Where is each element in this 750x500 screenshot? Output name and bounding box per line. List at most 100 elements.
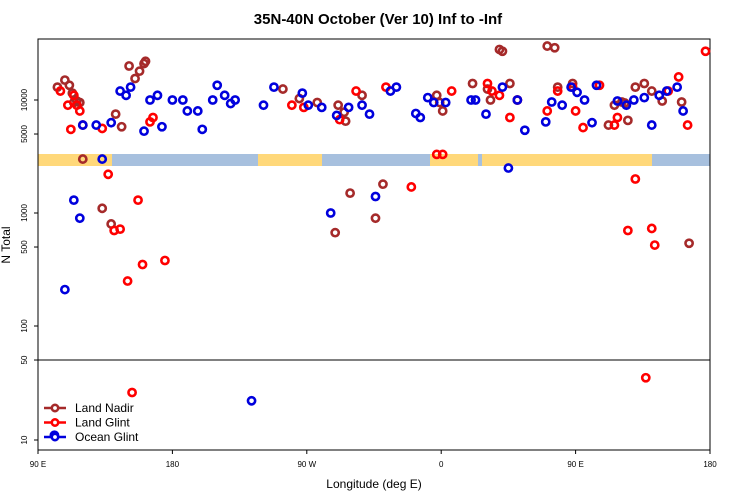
data-point — [612, 112, 623, 123]
data-point — [415, 112, 426, 123]
data-point — [440, 97, 451, 108]
data-point — [74, 213, 85, 224]
data-point — [639, 92, 650, 103]
data-point — [316, 102, 327, 113]
data-point — [121, 90, 132, 101]
x-axis-label: Longitude (deg E) — [326, 477, 421, 491]
data-point — [130, 73, 140, 84]
data-point — [197, 124, 208, 135]
data-point — [230, 95, 241, 105]
data-point — [140, 56, 151, 67]
data-point — [487, 86, 497, 96]
y-tick-label: 500 — [20, 240, 29, 254]
data-point — [212, 80, 223, 91]
data-point — [55, 86, 66, 96]
y-axis-label: N Total — [0, 226, 13, 263]
x-tick-label: 180 — [703, 460, 717, 469]
data-point — [91, 120, 102, 130]
data-point — [157, 121, 167, 132]
data-point — [552, 82, 563, 93]
data-point — [622, 225, 633, 236]
data-point — [519, 125, 530, 136]
data-point — [609, 120, 620, 130]
data-point — [65, 124, 76, 135]
data-point — [297, 88, 308, 99]
data-point — [333, 100, 344, 111]
data-point — [591, 80, 602, 91]
data-point — [139, 126, 149, 137]
data-point — [148, 112, 158, 123]
data-point — [124, 61, 134, 71]
data-point — [497, 82, 508, 93]
data-point — [630, 174, 641, 184]
data-point — [437, 106, 448, 116]
data-point — [682, 120, 693, 130]
chart-title: 35N-40N October (Ver 10) Inf to -Inf — [254, 11, 503, 28]
data-point — [428, 97, 439, 108]
y-tick-label: 100 — [20, 319, 29, 333]
data-point — [103, 169, 114, 180]
y-tick-label: 50 — [20, 355, 29, 364]
x-tick-label: 0 — [439, 460, 444, 469]
data-point — [62, 100, 73, 111]
data-point — [351, 86, 361, 96]
data-point — [546, 97, 557, 107]
data-point — [122, 276, 133, 286]
data-point — [673, 72, 684, 82]
data-point — [542, 106, 553, 116]
data-point — [422, 92, 433, 103]
data-point — [177, 95, 188, 105]
data-point — [672, 82, 683, 93]
legend-marker — [50, 432, 60, 442]
legend-label: Ocean Glint — [75, 430, 139, 444]
data-point — [137, 259, 148, 270]
data-point — [649, 240, 660, 250]
data-point — [578, 122, 588, 133]
data-points — [49, 41, 711, 441]
data-point — [167, 95, 178, 105]
data-point — [549, 42, 560, 53]
data-point — [646, 120, 657, 130]
data-point — [512, 95, 523, 105]
data-point — [485, 95, 496, 105]
data-point — [497, 46, 508, 57]
data-point — [331, 110, 342, 121]
map-land-segment — [38, 154, 112, 166]
data-point — [579, 95, 590, 105]
data-point — [370, 191, 381, 202]
data-point — [391, 82, 402, 93]
data-point — [74, 106, 85, 116]
data-point — [570, 106, 581, 116]
data-point — [133, 195, 143, 206]
data-point — [678, 106, 689, 116]
y-axis: 10 50 100 500 1000 5000 10000 — [20, 88, 38, 444]
data-point — [622, 115, 633, 126]
data-point — [152, 90, 163, 101]
data-point — [646, 86, 657, 96]
data-point — [145, 95, 155, 105]
data-point — [552, 86, 563, 96]
data-point — [68, 195, 79, 206]
data-point — [77, 120, 88, 130]
data-point — [646, 223, 657, 234]
data-point — [470, 95, 481, 105]
data-point — [357, 100, 367, 111]
data-point — [68, 90, 79, 101]
data-point — [630, 82, 641, 93]
data-point — [343, 102, 354, 113]
data-point — [364, 109, 375, 120]
data-point — [540, 117, 551, 127]
data-point — [684, 238, 694, 249]
data-point — [504, 112, 515, 123]
data-point — [482, 78, 493, 89]
data-point — [639, 78, 650, 89]
data-point — [125, 82, 136, 93]
data-point — [219, 90, 230, 101]
data-point — [278, 84, 288, 94]
x-axis: 90 E 180 90 W 0 90 E 180 — [30, 450, 717, 469]
data-point — [64, 80, 75, 91]
data-point — [303, 100, 314, 111]
legend-marker — [50, 417, 60, 427]
